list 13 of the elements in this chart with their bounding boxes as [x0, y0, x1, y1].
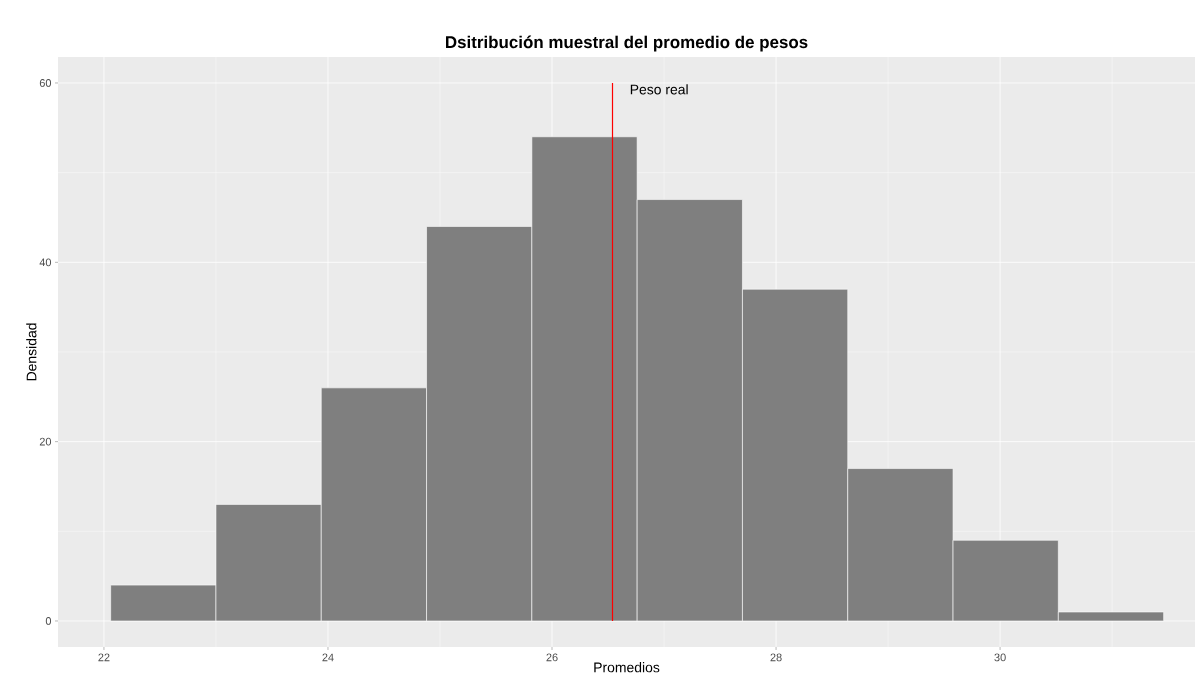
ref-line-label: Peso real — [630, 84, 688, 95]
y-tick-label: 40 — [39, 258, 52, 267]
x-tick-label: 24 — [322, 653, 334, 662]
x-tick-label: 28 — [770, 653, 782, 662]
y-axis-title: Densidad — [26, 323, 37, 381]
x-axis-title: Promedios — [594, 662, 660, 673]
x-tick-label: 26 — [546, 653, 558, 662]
x-tick-label: 22 — [98, 653, 110, 662]
chart-title: Dsitribución muestral del promedio de pesos — [446, 35, 808, 52]
y-tick-label: 60 — [39, 79, 52, 87]
x-tick-label: 30 — [994, 653, 1006, 662]
y-tick-label: 20 — [39, 437, 52, 446]
y-tick-label: 0 — [45, 617, 52, 625]
